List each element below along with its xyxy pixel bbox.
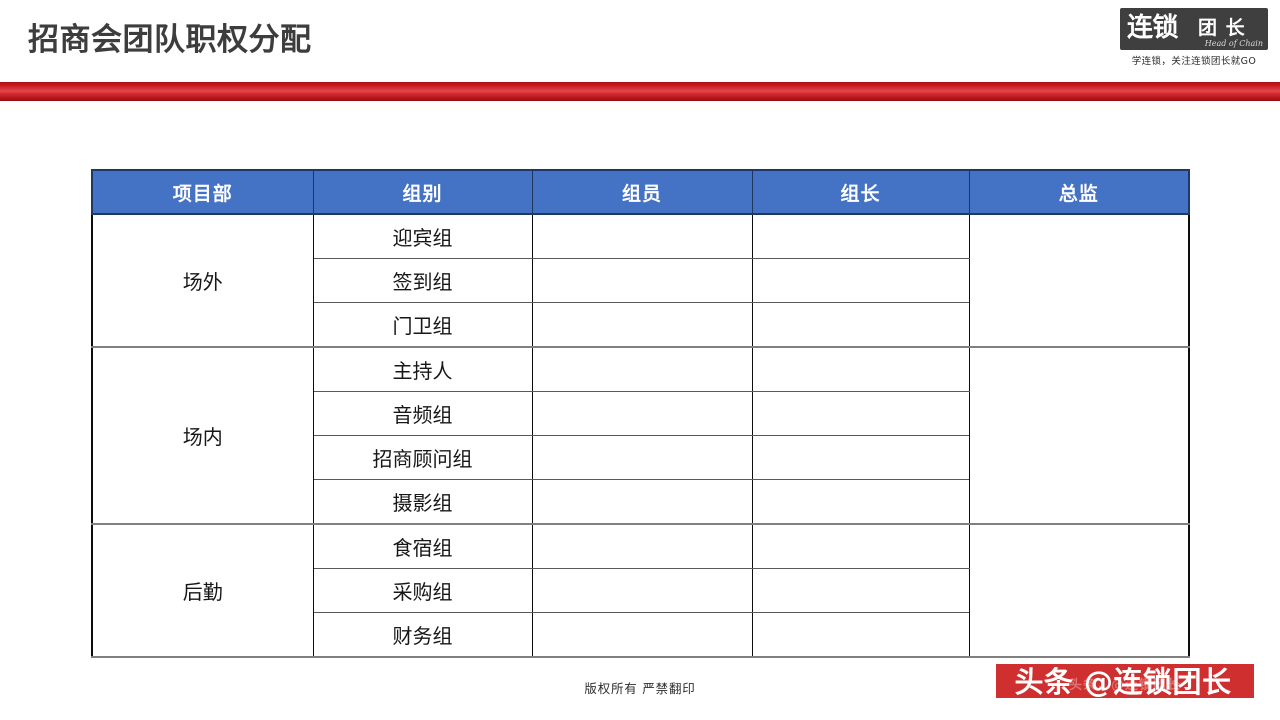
table-row: 招商顾问组 [92, 435, 1189, 480]
table-row: 财务组 [92, 612, 1189, 658]
cell-member[interactable] [531, 523, 753, 569]
cell-group-name: 迎宾组 [312, 213, 533, 259]
slide-header: 招商会团队职权分配 连锁 团 长 Head of Chain 学连锁，关注连锁团… [0, 0, 1280, 82]
page-title: 招商会团队职权分配 [28, 22, 312, 58]
cell-leader[interactable] [751, 213, 970, 259]
copyright-note: 版权所有 严禁翻印 [584, 681, 696, 696]
cell-group-name: 主持人 [312, 346, 533, 392]
cell-leader[interactable] [751, 479, 970, 525]
logo-badge: 连锁 团 长 Head of Chain [1120, 8, 1268, 50]
cell-leader[interactable] [751, 391, 970, 436]
cell-leader[interactable] [751, 568, 970, 613]
cell-group-name: 门卫组 [312, 302, 533, 348]
cell-leader[interactable] [751, 523, 970, 569]
cell-director[interactable] [968, 346, 1190, 525]
watermark: 头条，@连锁团长 头条 @连锁团长 [988, 660, 1258, 704]
logo-brand-main: 连锁 [1127, 13, 1179, 43]
cell-member[interactable] [531, 568, 753, 613]
org-table-container: 项目部 组别 组员 组长 总监 场外 迎宾组 签到组 门卫组 场内 主持人 音频组 招商顾问组… [91, 169, 1190, 658]
watermark-background [996, 664, 1254, 698]
table-row: 场内 主持人 [91, 346, 1190, 525]
header-divider-band [0, 82, 1280, 101]
column-header-leader: 组长 [751, 169, 970, 215]
cell-leader[interactable] [751, 346, 970, 392]
cell-director[interactable] [968, 213, 1190, 348]
cell-group-name: 音频组 [312, 391, 533, 436]
responsibility-table: 项目部 组别 组员 组长 总监 场外 迎宾组 签到组 门卫组 场内 主持人 音频组 招商顾问组… [91, 169, 1190, 658]
table-row: 后勤 食宿组 [91, 523, 1190, 658]
logo-tagline: 学连锁，关注连锁团长就GO [1131, 56, 1257, 67]
table-body: 场外 迎宾组 签到组 门卫组 场内 主持人 音频组 招商顾问组 摄影组 后勤 食宿组 采购组 财务组 [91, 213, 1190, 658]
cell-department: 后勤 [91, 523, 314, 658]
column-header-member: 组员 [531, 169, 753, 215]
cell-member[interactable] [531, 213, 753, 259]
table-row: 门卫组 [92, 302, 1189, 348]
cell-leader[interactable] [751, 612, 970, 658]
cell-member[interactable] [531, 435, 753, 480]
cell-group-name: 财务组 [312, 612, 533, 658]
cell-group-name: 招商顾问组 [312, 435, 533, 480]
column-header-director: 总监 [968, 169, 1190, 215]
cell-group-name: 食宿组 [312, 523, 533, 569]
table-row: 场外 迎宾组 [91, 213, 1190, 348]
cell-leader[interactable] [751, 258, 970, 303]
table-row: 摄影组 [92, 479, 1189, 525]
logo-brand-english: Head of Chain [1204, 39, 1263, 48]
column-header-department: 项目部 [91, 169, 314, 215]
cell-group-name: 摄影组 [312, 479, 533, 525]
cell-member[interactable] [531, 479, 753, 525]
brand-logo: 连锁 团 长 Head of Chain 学连锁，关注连锁团长就GO [1118, 8, 1270, 68]
cell-group-name: 采购组 [312, 568, 533, 613]
cell-member[interactable] [531, 346, 753, 392]
cell-department: 场外 [91, 213, 314, 348]
cell-member[interactable] [531, 302, 753, 348]
table-header-row: 项目部 组别 组员 组长 总监 [91, 169, 1190, 215]
cell-director[interactable] [968, 523, 1190, 658]
column-header-group: 组别 [312, 169, 533, 215]
table-row: 音频组 [92, 391, 1189, 436]
cell-leader[interactable] [751, 435, 970, 480]
table-row: 签到组 [92, 258, 1189, 303]
watermark-text: 头条 @连锁团长 [1014, 665, 1232, 699]
table-row: 采购组 [92, 568, 1189, 613]
cell-member[interactable] [531, 612, 753, 658]
cell-member[interactable] [531, 391, 753, 436]
logo-brand-sub: 团 长 [1198, 17, 1246, 39]
watermark-ghost-text: 头条，@连锁团长 [1068, 678, 1181, 693]
cell-group-name: 签到组 [312, 258, 533, 303]
cell-department: 场内 [91, 346, 314, 525]
cell-member[interactable] [531, 258, 753, 303]
table-head: 项目部 组别 组员 组长 总监 [91, 169, 1190, 215]
cell-leader[interactable] [751, 302, 970, 348]
